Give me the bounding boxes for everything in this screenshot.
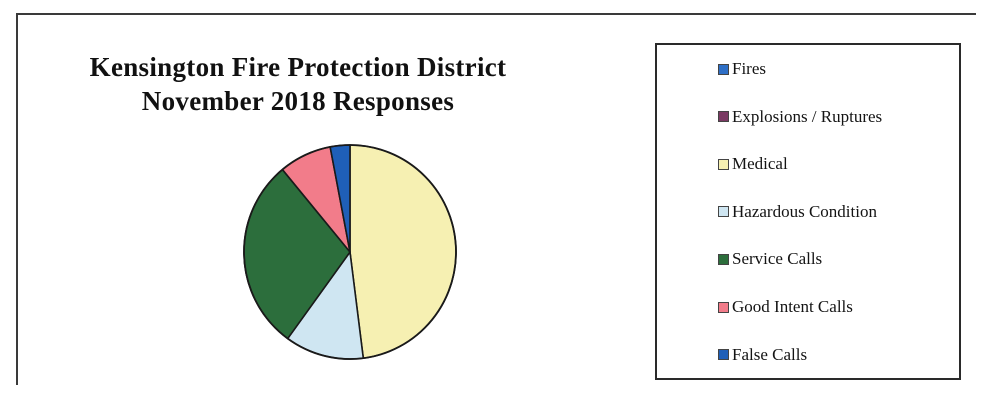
legend-label-false-calls: False Calls bbox=[732, 344, 808, 364]
legend-item-hazardous-condition: Hazardous Condition bbox=[718, 201, 877, 223]
pie-outline bbox=[243, 144, 457, 360]
legend-label-service-calls: Service Calls bbox=[732, 249, 823, 269]
legend-label-hazardous-condition: Hazardous Condition bbox=[732, 201, 877, 221]
pie-chart bbox=[243, 144, 457, 360]
legend-item-false-calls: False Calls bbox=[718, 344, 807, 366]
chart-title-line-1: Kensington Fire Protection District bbox=[89, 52, 507, 82]
legend-label-fires: Fires bbox=[732, 59, 766, 78]
legend-item-service-calls: Service Calls bbox=[718, 248, 822, 270]
legend-item-medical: Medical bbox=[718, 153, 788, 175]
pie-slice-medical bbox=[349, 144, 457, 359]
chart-frame-top-border bbox=[16, 13, 976, 15]
legend-swatch-service-calls bbox=[718, 253, 729, 265]
legend-item-explosions-ruptures: Explosions / Ruptures bbox=[718, 106, 882, 128]
legend-swatch-medical bbox=[718, 158, 729, 170]
legend-label-explosions-ruptures: Explosions / Ruptures bbox=[732, 106, 883, 126]
legend-item-good-intent-calls: Good Intent Calls bbox=[718, 296, 853, 318]
legend-label-medical: Medical bbox=[732, 154, 788, 174]
chart-title-line-2: November 2018 Responses bbox=[141, 86, 455, 116]
chart-frame-left-border bbox=[16, 13, 18, 385]
legend-label-good-intent-calls: Good Intent Calls bbox=[732, 297, 853, 316]
legend-swatch-hazardous-condition bbox=[718, 206, 729, 218]
legend-item-fires: Fires bbox=[718, 58, 766, 80]
legend-swatch-explosions-ruptures bbox=[718, 111, 729, 123]
legend-swatch-false-calls bbox=[718, 349, 729, 361]
chart-legend: Fires Explosions / Ruptures Medical Hazardo… bbox=[655, 43, 961, 380]
legend-swatch-good-intent-calls bbox=[718, 301, 729, 313]
legend-swatch-fires bbox=[718, 63, 729, 75]
chart-title: Kensington Fire Protection District Nove… bbox=[28, 50, 568, 118]
